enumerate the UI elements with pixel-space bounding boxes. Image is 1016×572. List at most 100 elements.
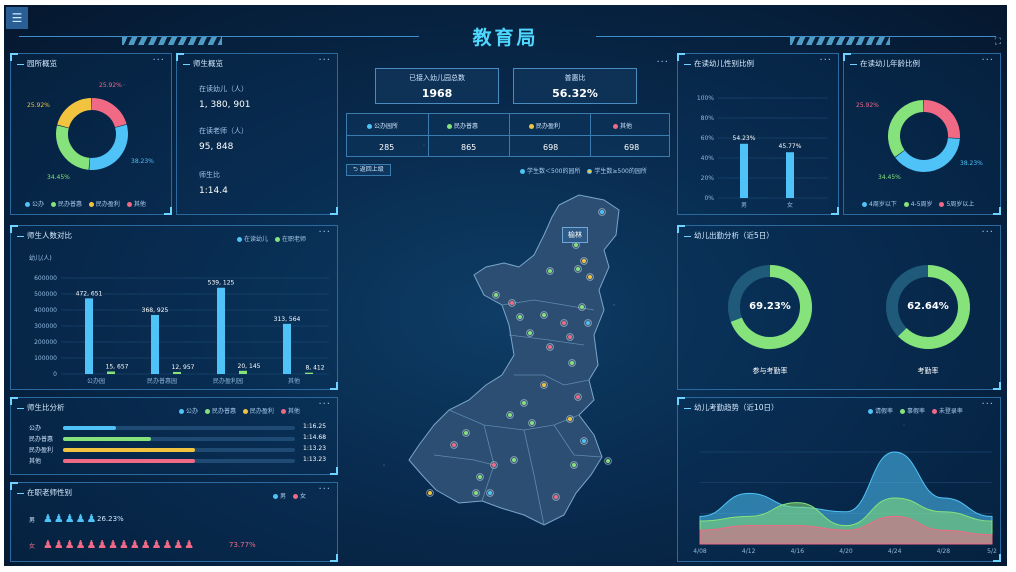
map-marker (548, 269, 552, 273)
ratio-bar-fill (63, 426, 117, 430)
map-marker (574, 243, 578, 247)
donut-slice (923, 100, 960, 139)
map-marker (510, 301, 514, 305)
y-tick-label: 300000 (34, 323, 57, 330)
age-legend: 4周岁以下 4-5周岁 5周岁以上 (862, 199, 979, 208)
ratio-bar-fill (63, 448, 196, 452)
ratio-bar-track (63, 426, 295, 430)
map-marker (548, 345, 552, 349)
ring-progress (730, 265, 812, 349)
map-marker (554, 495, 558, 499)
x-tick-label: 民办普惠园 (147, 377, 177, 385)
ts-unit: 幼儿(人) (29, 255, 52, 262)
ring-label: 考勤率 (917, 367, 939, 375)
male-person-icons: ♟♟♟♟♟ (43, 512, 98, 525)
overview-legend: 公办 民办普惠 民办盈利 其他 (25, 199, 151, 208)
province-map[interactable] (4, 5, 1007, 566)
pop-label: 普惠比 (564, 74, 586, 82)
panel-age-ratio: 在读幼儿年龄比例 ··· 25.92% 38.23% 34.45% 4周岁以下 … (843, 53, 1001, 215)
map-marker-ring (546, 343, 554, 351)
map-marker (580, 305, 584, 309)
kids-value: 1, 380, 901 (199, 100, 251, 110)
map-marker (530, 421, 534, 425)
bar (786, 152, 794, 198)
map-marker (452, 443, 456, 447)
map-marker (576, 267, 580, 271)
map-marker-ring (566, 415, 574, 423)
ring-label: 参与考勤率 (752, 367, 788, 375)
access-total-box: 已接入幼儿园总数 1968 (375, 68, 499, 104)
map-marker (542, 313, 546, 317)
y-tick-label: 100000 (34, 355, 57, 362)
map-marker (508, 413, 512, 417)
map-marker (582, 439, 586, 443)
y-tick-label: 40% (701, 155, 715, 162)
more-button[interactable]: ··· (318, 55, 331, 66)
ring-value: 69.23% (749, 301, 791, 312)
map-marker (576, 395, 580, 399)
map-marker-ring (574, 393, 582, 401)
ratio-row-value: 1:13.23 (303, 456, 327, 463)
bar (173, 371, 181, 374)
more-button[interactable]: ··· (981, 227, 994, 238)
data-label: 313, 564 (274, 316, 301, 323)
header-stripes-right (790, 37, 890, 45)
back-icon: ⮌ (353, 166, 360, 173)
y-tick-label: 0% (704, 195, 714, 202)
more-button[interactable]: ··· (981, 55, 994, 66)
more-button[interactable]: ··· (318, 227, 331, 238)
city-tooltip: 榆林 (562, 227, 588, 243)
panel-title: 园所概览 (17, 58, 57, 69)
bar (283, 323, 291, 374)
map-marker-ring (508, 299, 516, 307)
more-button[interactable]: ··· (656, 57, 669, 68)
more-button[interactable]: ··· (318, 399, 331, 410)
y-tick-label: 20% (701, 175, 715, 182)
map-marker-ring (540, 381, 548, 389)
data-label: 12, 957 (172, 364, 195, 371)
access-value: 1968 (421, 87, 453, 100)
donut-slice (91, 98, 127, 128)
map-markers (426, 208, 612, 501)
gender-bar-chart: 100% 80% 60% 40% 20% 0% 54.23% 男 45.77% 女 (697, 95, 828, 209)
map-marker (474, 491, 478, 495)
more-button[interactable]: ··· (318, 484, 331, 495)
x-tick-label: 公办园 (87, 377, 105, 385)
map-marker (528, 331, 532, 335)
type-value: 698 (624, 143, 640, 152)
type-header: 民办普惠 (447, 121, 478, 130)
type-header: 其他 (613, 121, 632, 130)
more-button[interactable]: ··· (981, 399, 994, 410)
donut-slice (56, 125, 91, 170)
panel-ratio-analysis: 师生比分析 ··· 公办 民办普惠 民办盈利 其他 公办 1:16.25 民办普惠 1… (10, 397, 338, 475)
more-button[interactable]: ··· (819, 55, 832, 66)
x-tick-label: 男 (741, 202, 747, 209)
back-button[interactable]: ⮌ 返回上级 (346, 164, 391, 176)
more-button[interactable]: ··· (152, 55, 165, 66)
map-marker (600, 210, 604, 214)
map-region-outline[interactable] (408, 194, 620, 526)
menu-icon[interactable]: ☰ (6, 7, 28, 29)
x-tick-label: 民办盈利园 (213, 377, 243, 385)
panel-teacher-gender: 在职老师性别 ··· 男 女 男 ♟♟♟♟♟ 26.23% 女 ♟♟♟♟♟♟♟♟… (10, 482, 338, 562)
map-marker-ring (580, 437, 588, 445)
ratio-row-label: 民办普惠 (29, 436, 54, 443)
map-marker (464, 431, 468, 435)
bar (107, 371, 115, 374)
ts-legend: 在读幼儿 在职老师 (237, 234, 311, 243)
slice-label: 25.92% (27, 102, 50, 109)
x-tick-label: 4/28 (937, 548, 951, 555)
expand-icon[interactable]: ⛶ (994, 37, 1001, 47)
panel-title: 在读幼儿年龄比例 (850, 58, 920, 69)
panel-attendance: 幼儿出勤分析（近5日） ··· 69.23% 62.64% 参与考勤率 考勤率 (677, 225, 1001, 390)
panel-teachers: 师生概览 ··· 在读幼儿（人） 1, 380, 901 在读老师（人） 95,… (176, 53, 338, 215)
attendance-rings (728, 265, 970, 349)
y-tick-label: 80% (701, 115, 715, 122)
overview-donut (56, 98, 128, 170)
map-marker-ring (516, 313, 524, 321)
panel-title: 师生人数对比 (17, 230, 72, 241)
trend-legend: 请假率 事假率 未登录率 (868, 406, 968, 415)
x-tick-label: 女 (787, 201, 793, 209)
data-label: 54.23% (733, 135, 756, 142)
female-label: 女 (29, 543, 36, 550)
